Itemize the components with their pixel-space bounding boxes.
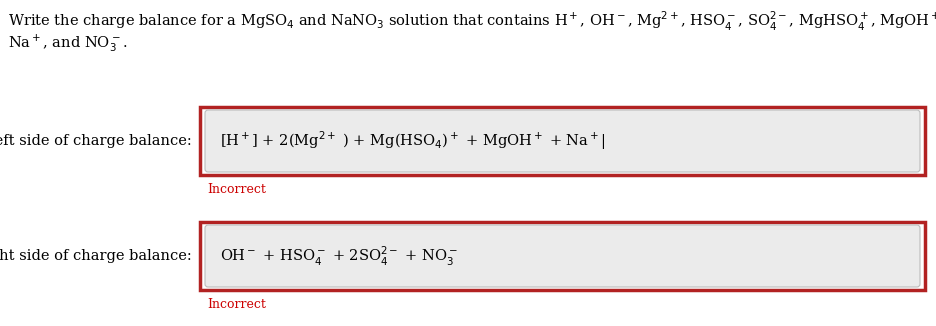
Text: left side of charge balance:: left side of charge balance: — [0, 134, 192, 148]
FancyBboxPatch shape — [205, 225, 920, 287]
Text: Incorrect: Incorrect — [207, 183, 266, 196]
Text: Incorrect: Incorrect — [207, 298, 266, 311]
Text: OH$^-$ + HSO$_4^-$ + 2SO$_4^{2-}$ + NO$_3^-$: OH$^-$ + HSO$_4^-$ + 2SO$_4^{2-}$ + NO$_… — [220, 244, 458, 268]
Text: Write the charge balance for a MgSO$_4$ and NaNO$_3$ solution that contains H$^+: Write the charge balance for a MgSO$_4$ … — [8, 10, 936, 33]
Text: [H$^+$] + 2(Mg$^{2+}$ ) + Mg(HSO$_4$)$^+$ + MgOH$^+$ + Na$^+$|: [H$^+$] + 2(Mg$^{2+}$ ) + Mg(HSO$_4$)$^+… — [220, 130, 606, 152]
Bar — [200, 222, 925, 290]
Bar — [200, 107, 925, 175]
Text: right side of charge balance:: right side of charge balance: — [0, 249, 192, 263]
Text: Na$^+$, and NO$_3^-$.: Na$^+$, and NO$_3^-$. — [8, 32, 127, 54]
FancyBboxPatch shape — [205, 110, 920, 172]
